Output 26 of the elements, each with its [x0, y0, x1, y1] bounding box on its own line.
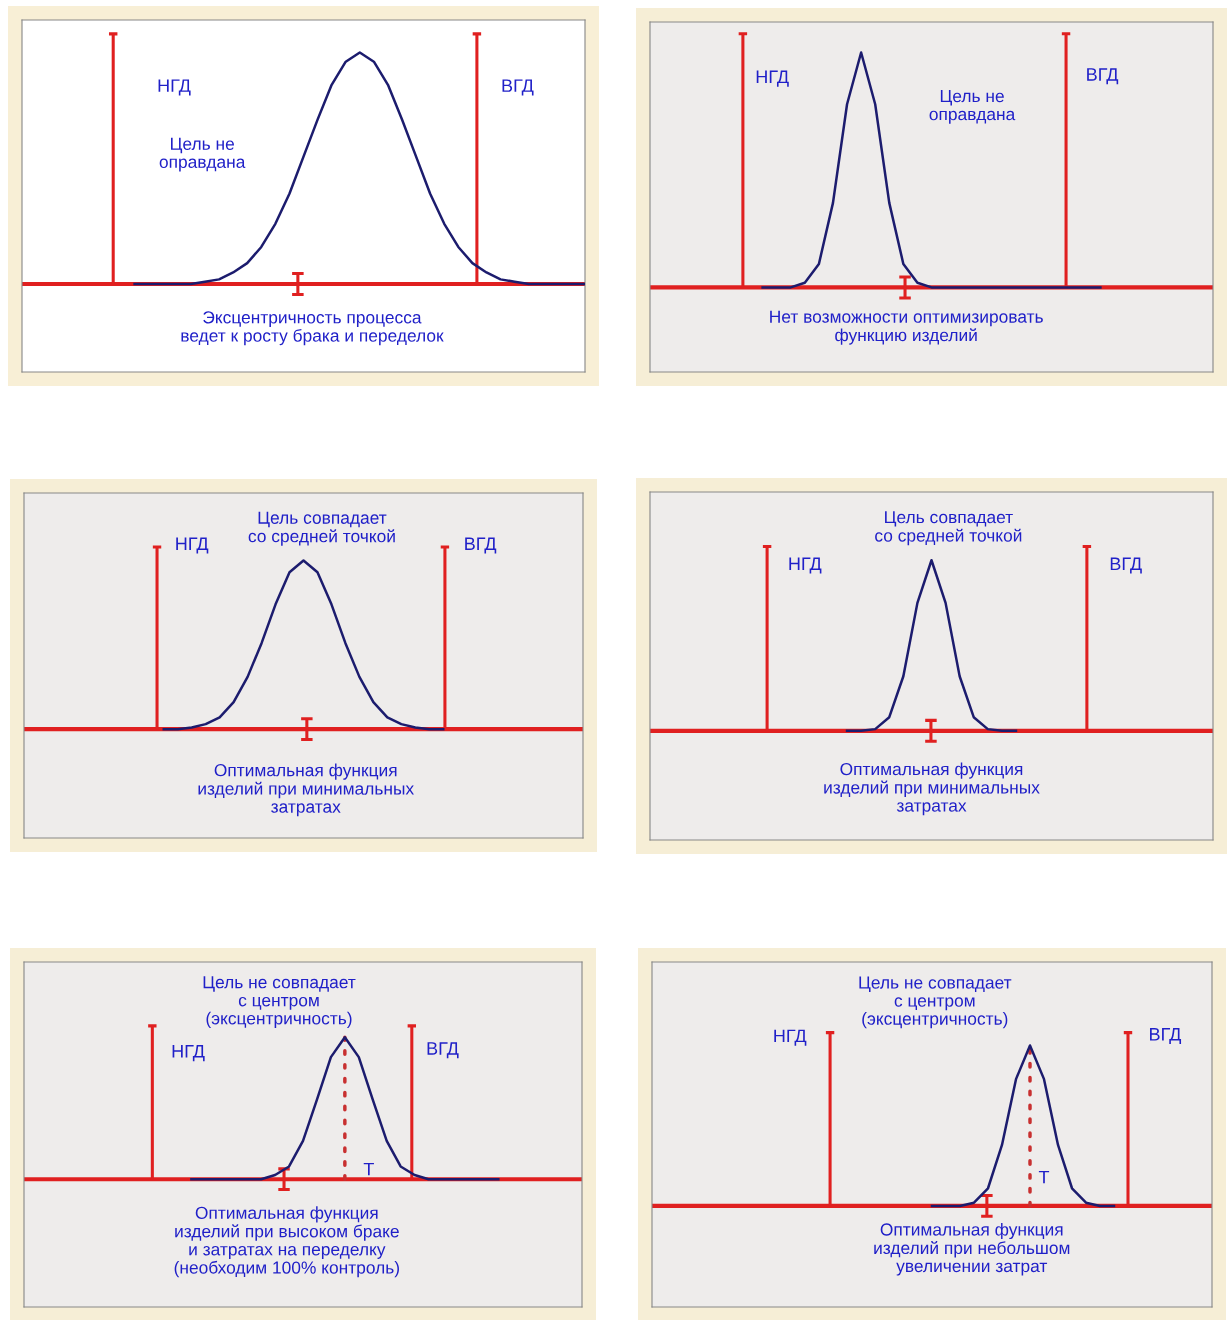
text: Цель не совпадает с центром (эксцентричность) — [859, 976, 1012, 1029]
text: НГД — [774, 1029, 807, 1046]
annotation: T — [1038, 1170, 1050, 1184]
text: Оптимальная функция изделий при высоком браке и затратах на переделку (необходим 100% контроль) — [174, 1206, 399, 1278]
annotation: T — [363, 1162, 374, 1176]
text: Эксцентричность процесса ведет к росту брака и переделок — [181, 311, 444, 346]
annotation: ВГД — [1087, 68, 1119, 85]
text: НГД — [176, 537, 209, 554]
text: Цель совпадает со средней точкой — [875, 511, 1022, 546]
text: ВГД — [1150, 1028, 1182, 1045]
text: Оптимальная функция изделий при минимальных затратах — [198, 763, 414, 817]
text: НГД — [789, 557, 822, 574]
annotation: Цель не оправдана — [929, 90, 1016, 124]
text: Цель совпадает со средней точкой — [248, 511, 395, 546]
annotation: Цель не оправдана — [159, 137, 246, 172]
annotation: НГД — [756, 70, 789, 87]
text: ВГД — [1110, 557, 1142, 574]
text: Оптимальная функция изделий при небольшом увеличении затрат — [874, 1222, 1070, 1276]
annotation: ВГД — [502, 79, 534, 96]
annotation: НГД — [172, 1045, 205, 1062]
annotation: НГД — [158, 79, 191, 96]
text: ВГД — [465, 537, 497, 554]
text: Цель не совпадает с центром (эксцентричность) — [203, 976, 356, 1028]
text: Нет возможности оптимизировать функцию изделий — [770, 310, 1043, 345]
text: Оптимальная функция изделий при минимальных затратах — [824, 762, 1040, 816]
annotation: ВГД — [427, 1042, 459, 1059]
